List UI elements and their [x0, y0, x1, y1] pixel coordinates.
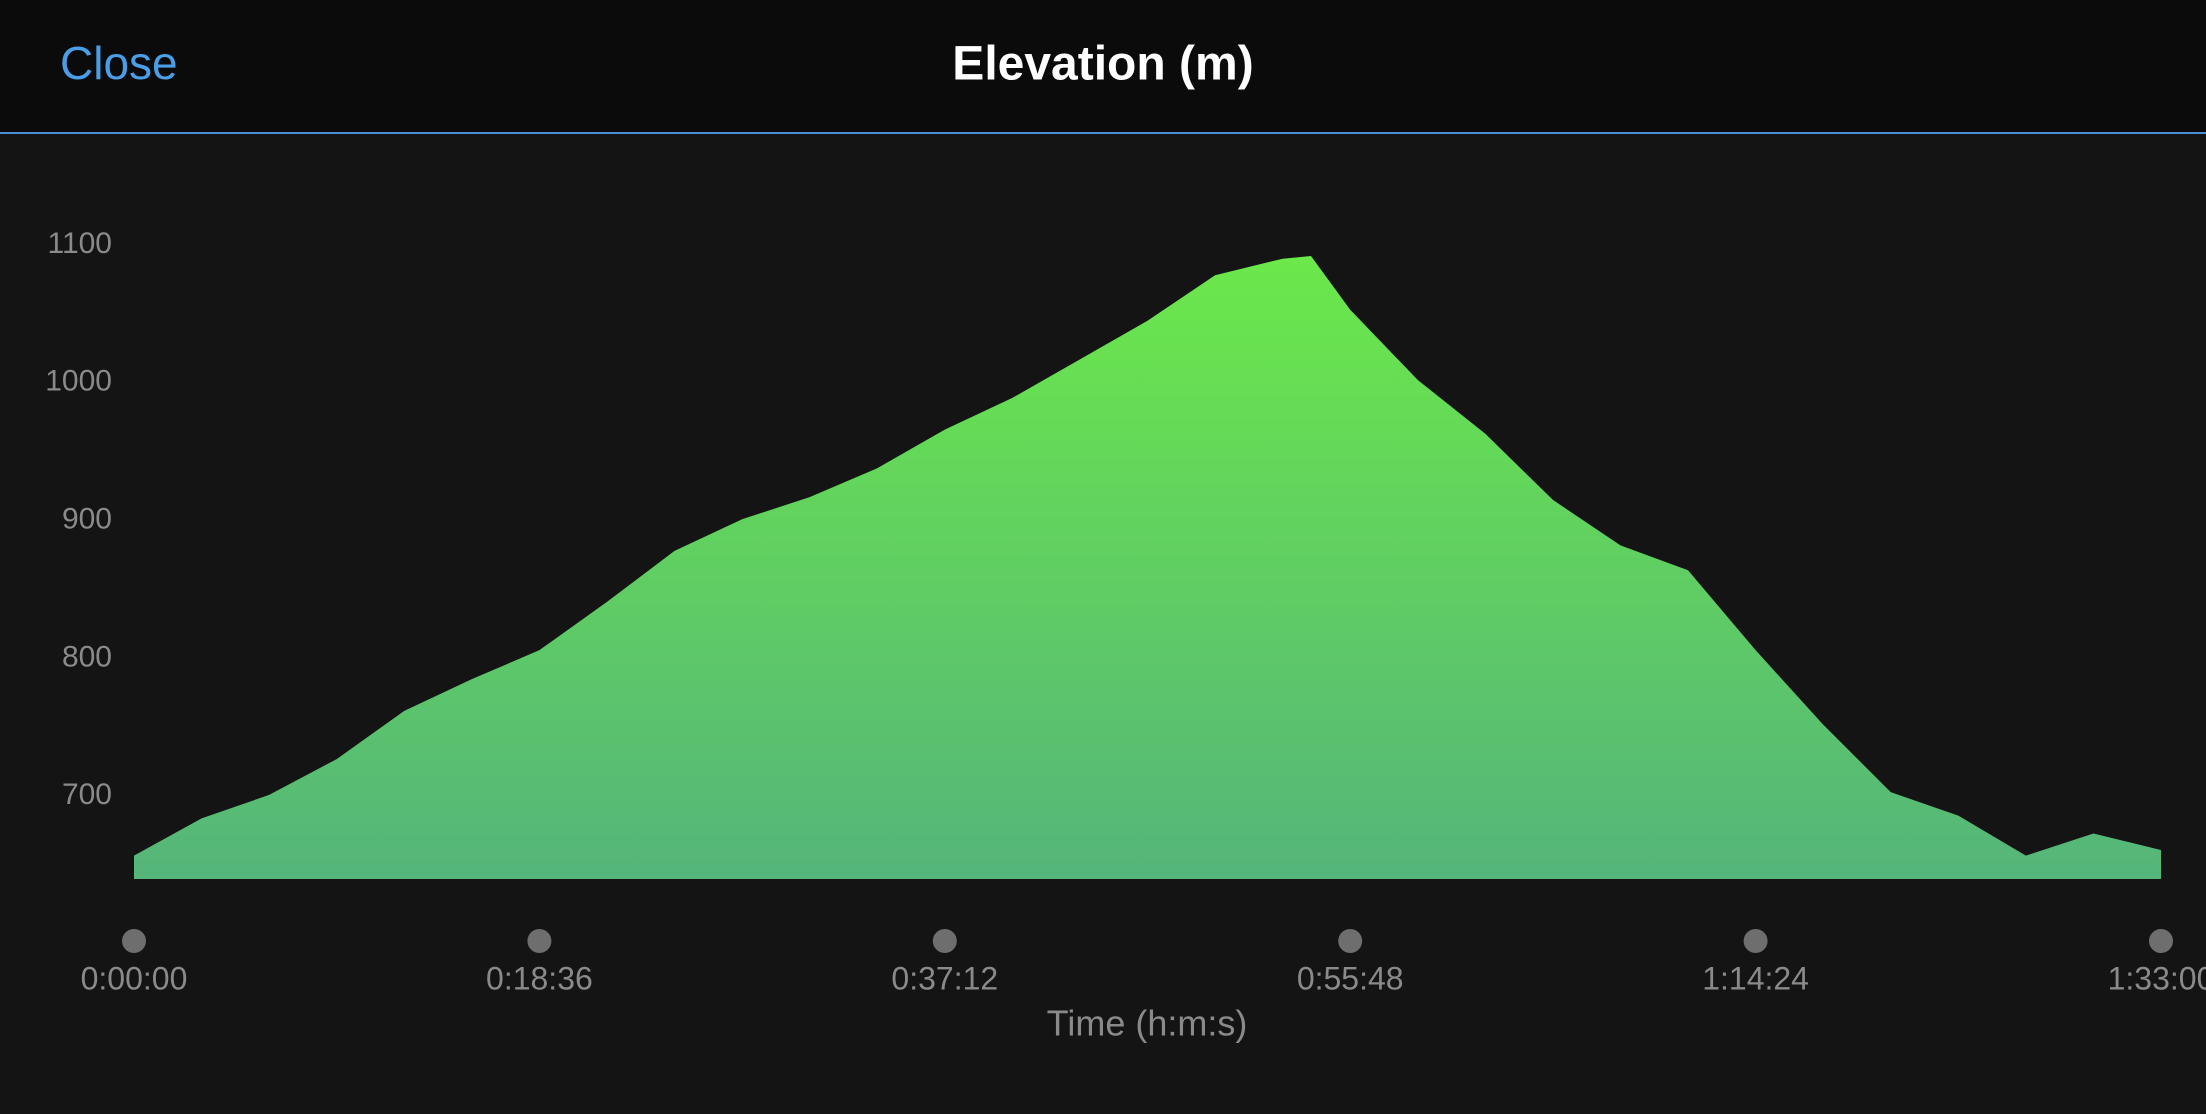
x-tick-dot: [122, 929, 146, 953]
x-tick-label: 1:14:24: [1702, 960, 1809, 996]
x-axis-label: Time (h:m:s): [1047, 1003, 1248, 1044]
chart-title: Elevation (m): [952, 38, 1253, 91]
close-button[interactable]: Close: [60, 37, 178, 89]
x-tick-label: 0:55:48: [1297, 960, 1404, 996]
y-tick-label: 1100: [47, 227, 112, 260]
x-tick-dot: [527, 929, 552, 953]
x-tick-dot: [1338, 929, 1363, 953]
x-tick-dot: [1743, 929, 1768, 953]
y-tick-label: 700: [62, 778, 112, 811]
y-tick-label: 800: [62, 640, 112, 673]
header-bar: [0, 0, 2206, 132]
x-tick-dot: [932, 929, 957, 953]
x-tick-dot: [2149, 929, 2173, 953]
x-tick-label: 0:00:00: [81, 960, 188, 996]
x-tick-label: 0:18:36: [486, 960, 593, 996]
x-tick-label: 1:33:00: [2108, 960, 2206, 996]
x-tick-label: 0:37:12: [891, 960, 998, 996]
y-tick-label: 900: [62, 503, 112, 536]
elevation-area: [134, 255, 2161, 879]
y-tick-label: 1000: [45, 365, 112, 398]
